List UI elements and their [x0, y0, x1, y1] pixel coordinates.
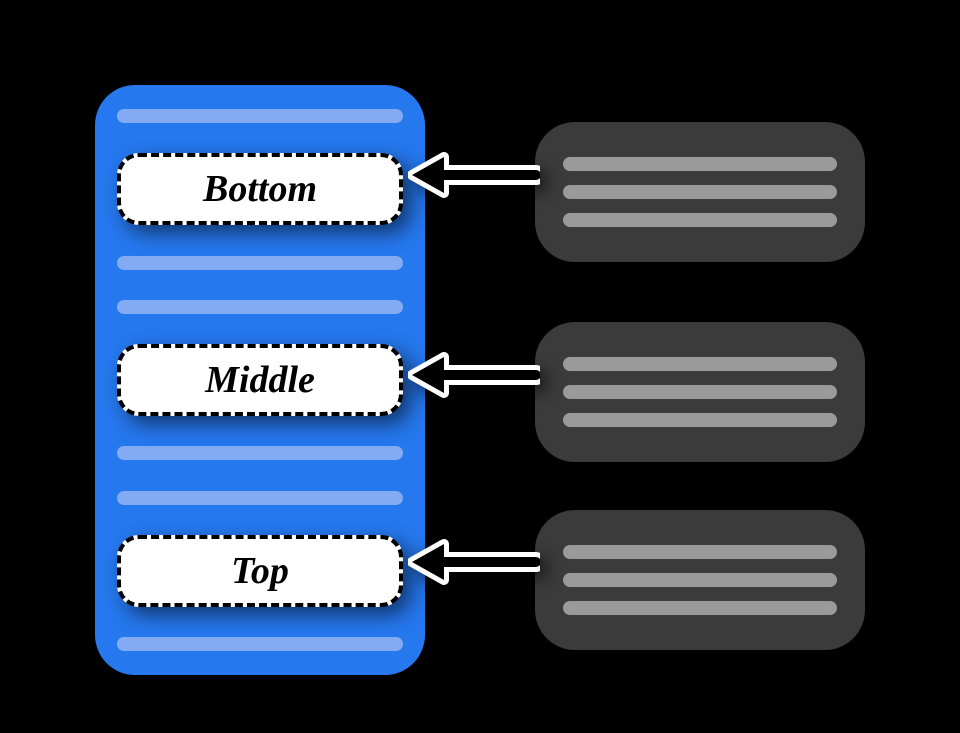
gray-content-card [535, 510, 865, 650]
blue-placeholder-line [117, 637, 403, 651]
gray-placeholder-line [563, 185, 837, 199]
gray-placeholder-line [563, 385, 837, 399]
slot-wrap: Top [117, 535, 403, 607]
slot-middle: Middle [117, 344, 403, 416]
gray-placeholder-line [563, 157, 837, 171]
gray-placeholder-line [563, 601, 837, 615]
slot-bottom: Bottom [117, 153, 403, 225]
arrow-left-icon [408, 151, 536, 199]
blue-placeholder-line [117, 256, 403, 270]
blue-placeholder-line [117, 300, 403, 314]
gray-content-card [535, 122, 865, 262]
slot-label: Bottom [203, 167, 317, 211]
blue-stack-container: Bottom Middle Top [95, 85, 425, 675]
blue-placeholder-line [117, 109, 403, 123]
gray-placeholder-line [563, 213, 837, 227]
diagram-canvas: Bottom Middle Top [0, 0, 960, 733]
gray-placeholder-line [563, 413, 837, 427]
slot-top: Top [117, 535, 403, 607]
gray-placeholder-line [563, 357, 837, 371]
slot-label: Top [231, 549, 289, 593]
arrow-left-icon [408, 351, 536, 399]
blue-placeholder-line [117, 491, 403, 505]
gray-content-card [535, 322, 865, 462]
arrow-left-icon [408, 538, 536, 586]
slot-label: Middle [205, 358, 315, 402]
gray-placeholder-line [563, 545, 837, 559]
gray-placeholder-line [563, 573, 837, 587]
slot-wrap: Bottom [117, 153, 403, 225]
slot-wrap: Middle [117, 344, 403, 416]
blue-placeholder-line [117, 446, 403, 460]
